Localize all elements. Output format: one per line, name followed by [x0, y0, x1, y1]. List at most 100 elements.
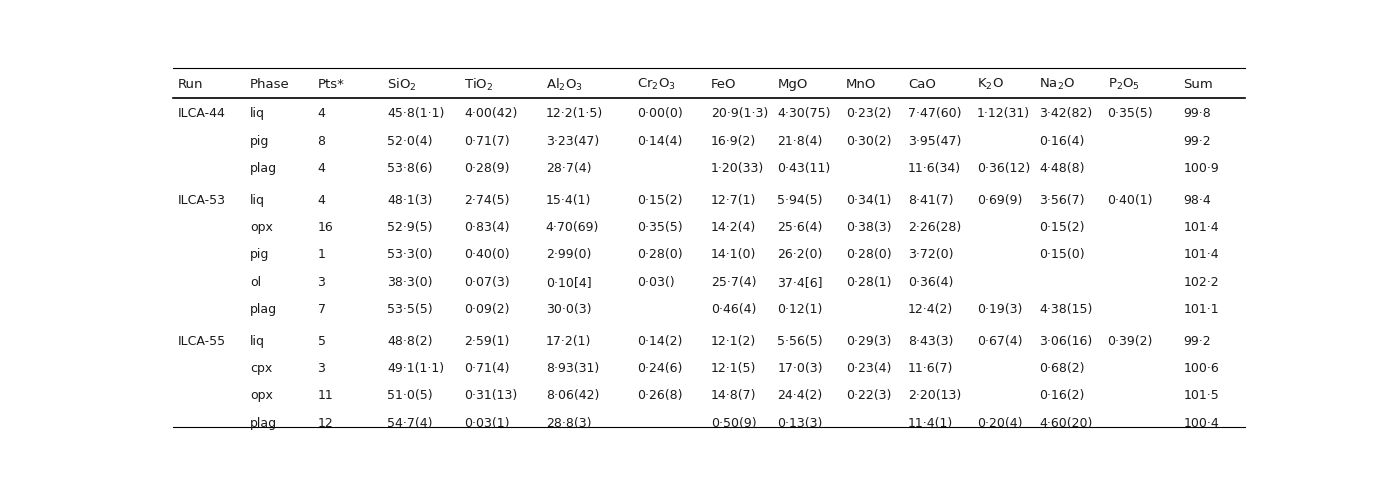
Text: 0·67(4): 0·67(4): [976, 335, 1022, 347]
Text: 0·03(1): 0·03(1): [465, 417, 510, 430]
Text: 0·46(4): 0·46(4): [711, 303, 757, 316]
Text: 101·4: 101·4: [1184, 248, 1220, 261]
Text: 0·38(3): 0·38(3): [846, 221, 892, 234]
Text: 0·14(4): 0·14(4): [638, 135, 682, 148]
Text: 14·8(7): 14·8(7): [711, 389, 757, 402]
Text: 11·4(1): 11·4(1): [909, 417, 953, 430]
Text: ol: ol: [250, 276, 261, 289]
Text: 0·15(2): 0·15(2): [638, 193, 682, 207]
Text: 2·59(1): 2·59(1): [465, 335, 510, 347]
Text: 3·72(0): 3·72(0): [909, 248, 954, 261]
Text: 2·99(0): 2·99(0): [546, 248, 592, 261]
Text: 21·8(4): 21·8(4): [777, 135, 823, 148]
Text: 99·8: 99·8: [1184, 107, 1212, 120]
Text: 101·1: 101·1: [1184, 303, 1220, 316]
Text: 14·2(4): 14·2(4): [711, 221, 757, 234]
Text: 25·7(4): 25·7(4): [711, 276, 757, 289]
Text: 0·28(0): 0·28(0): [846, 248, 892, 261]
Text: 12: 12: [318, 417, 333, 430]
Text: 4: 4: [318, 162, 325, 175]
Text: 8·41(7): 8·41(7): [909, 193, 954, 207]
Text: 4·30(75): 4·30(75): [777, 107, 831, 120]
Text: 12·7(1): 12·7(1): [711, 193, 757, 207]
Text: 7: 7: [318, 303, 325, 316]
Text: 0·19(3): 0·19(3): [976, 303, 1022, 316]
Text: 100·6: 100·6: [1184, 362, 1220, 375]
Text: 0·40(1): 0·40(1): [1108, 193, 1153, 207]
Text: 5·56(5): 5·56(5): [777, 335, 823, 347]
Text: 0·36(4): 0·36(4): [909, 276, 953, 289]
Text: plag: plag: [250, 417, 277, 430]
Text: Run: Run: [178, 78, 203, 91]
Text: plag: plag: [250, 303, 277, 316]
Text: 4·00(42): 4·00(42): [465, 107, 517, 120]
Text: 24·4(2): 24·4(2): [777, 389, 823, 402]
Text: 0·83(4): 0·83(4): [465, 221, 510, 234]
Text: Phase: Phase: [250, 78, 290, 91]
Text: 53·8(6): 53·8(6): [387, 162, 433, 175]
Text: 0·71(7): 0·71(7): [465, 135, 510, 148]
Text: 8·93(31): 8·93(31): [546, 362, 599, 375]
Text: 0·14(2): 0·14(2): [638, 335, 682, 347]
Text: 4·48(8): 4·48(8): [1039, 162, 1084, 175]
Text: ILCA-44: ILCA-44: [178, 107, 225, 120]
Text: 28·8(3): 28·8(3): [546, 417, 592, 430]
Text: 3·95(47): 3·95(47): [909, 135, 961, 148]
Text: CaO: CaO: [909, 78, 936, 91]
Text: 0·28(9): 0·28(9): [465, 162, 510, 175]
Text: 0·12(1): 0·12(1): [777, 303, 823, 316]
Text: Sum: Sum: [1184, 78, 1213, 91]
Text: 20·9(1·3): 20·9(1·3): [711, 107, 768, 120]
Text: 15·4(1): 15·4(1): [546, 193, 592, 207]
Text: 0·36(12): 0·36(12): [976, 162, 1030, 175]
Text: Cr$_2$O$_3$: Cr$_2$O$_3$: [638, 77, 676, 92]
Text: 5·94(5): 5·94(5): [777, 193, 823, 207]
Text: 0·15(0): 0·15(0): [1039, 248, 1084, 261]
Text: 5: 5: [318, 335, 325, 347]
Text: 0·31(13): 0·31(13): [465, 389, 517, 402]
Text: 0·09(2): 0·09(2): [465, 303, 510, 316]
Text: 25·6(4): 25·6(4): [777, 221, 823, 234]
Text: 0·16(4): 0·16(4): [1039, 135, 1084, 148]
Text: 4·60(20): 4·60(20): [1039, 417, 1093, 430]
Text: 101·5: 101·5: [1184, 389, 1220, 402]
Text: 0·43(11): 0·43(11): [777, 162, 831, 175]
Text: 2·26(28): 2·26(28): [909, 221, 961, 234]
Text: liq: liq: [250, 335, 266, 347]
Text: liq: liq: [250, 193, 266, 207]
Text: 1·20(33): 1·20(33): [711, 162, 765, 175]
Text: 12·1(5): 12·1(5): [711, 362, 757, 375]
Text: 17·2(1): 17·2(1): [546, 335, 592, 347]
Text: 38·3(0): 38·3(0): [387, 276, 433, 289]
Text: 16: 16: [318, 221, 333, 234]
Text: 3·56(7): 3·56(7): [1039, 193, 1084, 207]
Text: 0·15(2): 0·15(2): [1039, 221, 1084, 234]
Text: P$_2$O$_5$: P$_2$O$_5$: [1108, 77, 1140, 92]
Text: 3·42(82): 3·42(82): [1039, 107, 1093, 120]
Text: 0·68(2): 0·68(2): [1039, 362, 1084, 375]
Text: 99·2: 99·2: [1184, 135, 1212, 148]
Text: 4: 4: [318, 107, 325, 120]
Text: 14·1(0): 14·1(0): [711, 248, 757, 261]
Text: 3·23(47): 3·23(47): [546, 135, 599, 148]
Text: 3: 3: [318, 276, 325, 289]
Text: 100·4: 100·4: [1184, 417, 1220, 430]
Text: 0·03(): 0·03(): [638, 276, 675, 289]
Text: FeO: FeO: [711, 78, 736, 91]
Text: 4·38(15): 4·38(15): [1039, 303, 1093, 316]
Text: 11·6(7): 11·6(7): [909, 362, 953, 375]
Text: 0·40(0): 0·40(0): [465, 248, 510, 261]
Text: opx: opx: [250, 221, 272, 234]
Text: 49·1(1·1): 49·1(1·1): [387, 362, 444, 375]
Text: 0·26(8): 0·26(8): [638, 389, 682, 402]
Text: 16·9(2): 16·9(2): [711, 135, 757, 148]
Text: 0·23(4): 0·23(4): [846, 362, 892, 375]
Text: 1: 1: [318, 248, 325, 261]
Text: ILCA-53: ILCA-53: [178, 193, 227, 207]
Text: 26·2(0): 26·2(0): [777, 248, 823, 261]
Text: 0·30(2): 0·30(2): [846, 135, 892, 148]
Text: 8: 8: [318, 135, 325, 148]
Text: 7·47(60): 7·47(60): [909, 107, 961, 120]
Text: 54·7(4): 54·7(4): [387, 417, 433, 430]
Text: 2·74(5): 2·74(5): [465, 193, 510, 207]
